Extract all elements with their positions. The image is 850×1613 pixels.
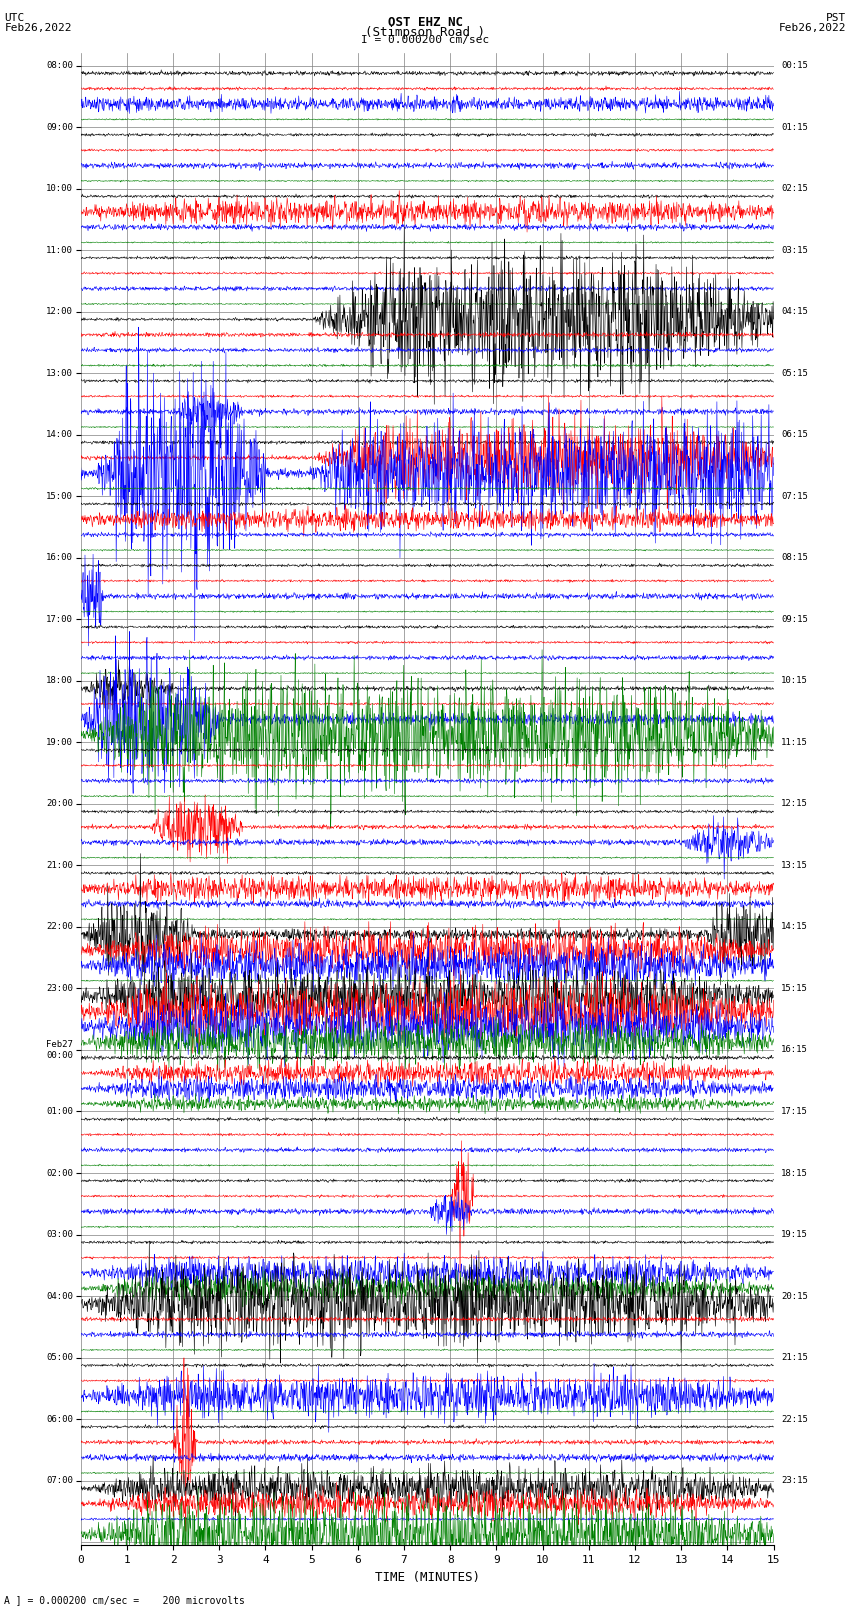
X-axis label: TIME (MINUTES): TIME (MINUTES): [375, 1571, 479, 1584]
Text: PST: PST: [825, 13, 846, 23]
Text: A ] = 0.000200 cm/sec =    200 microvolts: A ] = 0.000200 cm/sec = 200 microvolts: [4, 1595, 245, 1605]
Text: (Stimpson Road ): (Stimpson Road ): [365, 26, 485, 39]
Text: Feb26,2022: Feb26,2022: [779, 23, 846, 32]
Text: OST EHZ NC: OST EHZ NC: [388, 16, 462, 29]
Text: I = 0.000200 cm/sec: I = 0.000200 cm/sec: [361, 35, 489, 45]
Text: Feb26,2022: Feb26,2022: [4, 23, 71, 32]
Text: UTC: UTC: [4, 13, 25, 23]
